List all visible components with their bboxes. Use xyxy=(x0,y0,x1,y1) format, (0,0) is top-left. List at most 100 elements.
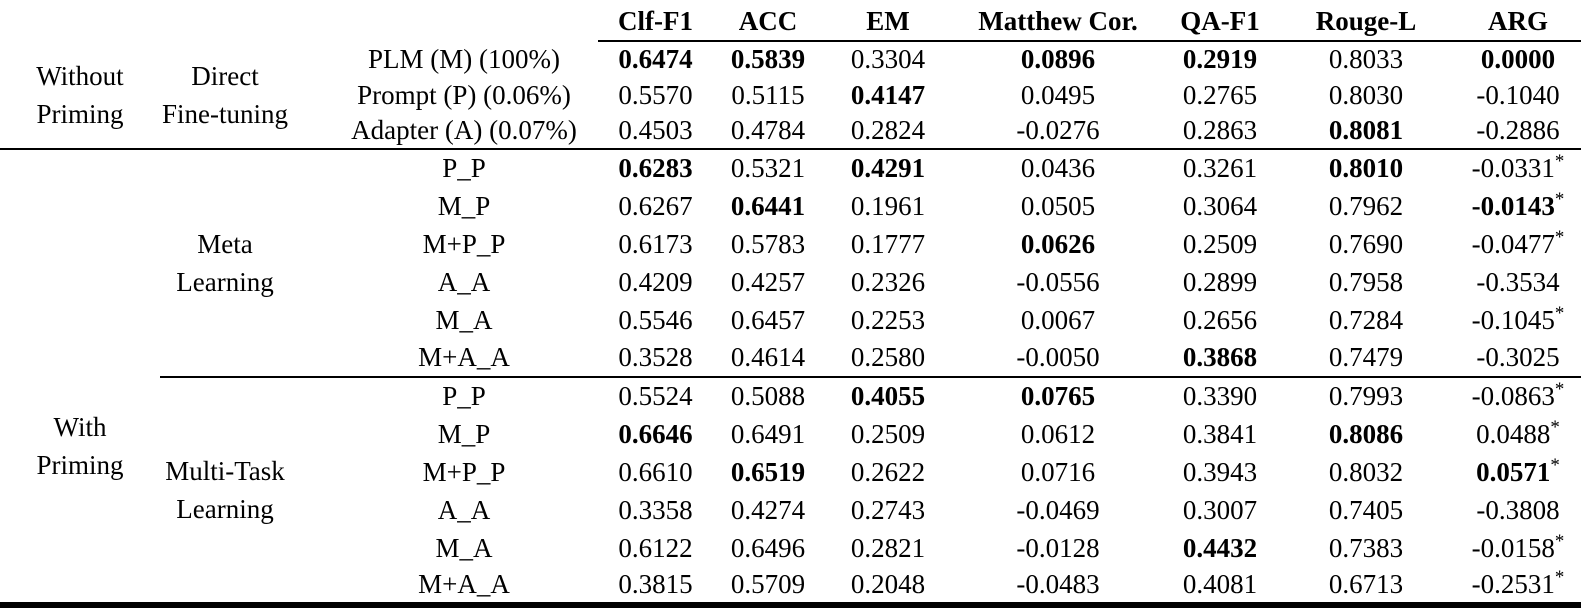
column-header-clf-f1: Clf-F1 xyxy=(598,3,713,42)
group-label-without-priming: Without Priming xyxy=(0,41,160,150)
table-cell: 0.5570 xyxy=(618,79,693,110)
header-row: Clf-F1 ACC EM Matthew Cor. QA-F1 Rouge-L… xyxy=(0,3,1581,42)
table-cell: 0.3304 xyxy=(850,44,926,74)
table-cell: -0.0128 xyxy=(1016,532,1100,563)
table-cell: 0.8033 xyxy=(1328,44,1404,74)
header-spacer xyxy=(160,3,290,41)
table-cell: 0.8086 xyxy=(1328,418,1404,449)
table-cell: 0.4503 xyxy=(598,113,713,150)
column-header-qa-f1: QA-F1 xyxy=(1163,3,1277,42)
table-cell: 0.7958 xyxy=(1328,266,1404,297)
table-cell: 0.3841 xyxy=(1182,418,1258,449)
table-cell: 0.4081 xyxy=(1163,567,1277,608)
table-cell: 0.0896 xyxy=(1020,44,1096,74)
table-cell: -0.2886 xyxy=(1455,113,1581,150)
table-cell: 0.6519 xyxy=(730,456,806,487)
table-cell: 0.0716 xyxy=(1020,456,1096,487)
table-cell: 0.0612 xyxy=(1020,418,1096,449)
table-cell: 0.5546 xyxy=(618,304,693,335)
column-header-rouge-l: Rouge-L xyxy=(1277,3,1455,42)
table-cell: 0.2863 xyxy=(1163,113,1277,150)
table-cell: 0.4147 xyxy=(850,79,926,110)
table-row: M_A 0.6122 0.6496 0.2821 -0.0128 0.4432 … xyxy=(0,529,1581,567)
table-cell: 0.0765 xyxy=(1020,381,1096,411)
table-cell: 0.6457 xyxy=(730,304,806,335)
table-cell: 0.4614 xyxy=(713,339,823,378)
table-cell: 0.2580 xyxy=(823,339,953,378)
table-cell: -0.0483 xyxy=(953,567,1163,608)
table-cell: 0.2824 xyxy=(823,113,953,150)
table-row: A_A 0.3358 0.4274 0.2743 -0.0469 0.3007 … xyxy=(0,491,1581,529)
table-cell: 0.1961 xyxy=(850,190,926,221)
table-cell: 0.0488* xyxy=(1476,416,1560,449)
table-row: With Priming Meta Learning P_P 0.6283 0.… xyxy=(0,149,1581,608)
table-cell: 0.6713 xyxy=(1277,567,1455,608)
table-cell: 0.5088 xyxy=(730,381,806,411)
group-label-with-priming: With Priming xyxy=(0,149,160,608)
method-label-direct-fine-tuning: Direct Fine-tuning xyxy=(160,41,290,150)
table-cell: 0.4209 xyxy=(618,266,693,297)
table-cell: 0.6173 xyxy=(618,228,693,259)
row-label: A_A xyxy=(437,494,491,525)
table-cell: 0.7962 xyxy=(1328,190,1404,221)
significance-star: * xyxy=(1554,302,1565,324)
table-cell: 0.6122 xyxy=(618,532,693,563)
table-cell: 0.3390 xyxy=(1182,381,1258,411)
table-cell: 0.2899 xyxy=(1182,266,1258,297)
table-cell: 0.2048 xyxy=(823,567,953,608)
column-header-arg: ARG xyxy=(1455,3,1581,42)
table-cell: 0.0067 xyxy=(1020,304,1096,335)
row-label: M+P_P xyxy=(422,456,506,487)
table-row: A_A 0.4209 0.4257 0.2326 -0.0556 0.2899 … xyxy=(0,263,1581,301)
table-row: M+A_A 0.3815 0.5709 0.2048 -0.0483 0.408… xyxy=(0,567,1581,608)
table-cell: 0.4257 xyxy=(730,266,806,297)
table-cell: 0.2743 xyxy=(850,494,926,525)
table-cell: 0.6441 xyxy=(730,190,806,221)
table-cell: -0.0331* xyxy=(1471,151,1565,183)
table-cell: 0.3943 xyxy=(1182,456,1258,487)
table-cell: 0.2509 xyxy=(850,418,926,449)
table-cell: 0.5524 xyxy=(618,381,693,411)
significance-star: * xyxy=(1554,151,1565,172)
table-cell: -0.2531* xyxy=(1455,567,1581,608)
table-cell: 0.2765 xyxy=(1182,79,1258,110)
method-label-multi-task-learning: Multi-Task Learning xyxy=(160,377,290,608)
row-label: A_A xyxy=(437,266,491,297)
table-cell: 0.8081 xyxy=(1277,113,1455,150)
row-label: M_P xyxy=(437,418,491,449)
significance-star: * xyxy=(1554,188,1565,210)
table-cell: -0.0469 xyxy=(1016,494,1100,525)
table-cell: 0.3815 xyxy=(598,567,713,608)
table-cell: 0.0436 xyxy=(1020,153,1096,183)
table-cell: 0.3064 xyxy=(1182,190,1258,221)
table-cell: 0.0495 xyxy=(1020,79,1096,110)
table-cell: 0.4274 xyxy=(730,494,806,525)
table-cell: 0.6283 xyxy=(618,153,693,183)
row-label: M_A xyxy=(435,304,493,335)
significance-star: * xyxy=(1550,454,1560,476)
significance-star: * xyxy=(1554,567,1565,588)
significance-star: * xyxy=(1554,530,1565,552)
table-cell: 0.6646 xyxy=(618,418,693,449)
row-label: M+P_P xyxy=(422,228,506,259)
table-cell: -0.0477* xyxy=(1471,226,1565,259)
table-cell: 0.2821 xyxy=(850,532,926,563)
table-cell: 0.4784 xyxy=(713,113,823,150)
row-label: M_P xyxy=(437,190,491,221)
table-cell: 0.5783 xyxy=(730,228,806,259)
table-row: Multi-Task Learning P_P 0.5524 0.5088 0.… xyxy=(0,377,1581,608)
table-cell: -0.3025 xyxy=(1455,339,1581,378)
table-cell: 0.0571* xyxy=(1476,454,1560,487)
table-cell: 0.1777 xyxy=(850,228,926,259)
column-header-em: EM xyxy=(823,3,953,42)
table-cell: 0.5115 xyxy=(731,79,805,110)
row-label: Prompt (P) (0.06%) xyxy=(357,79,571,110)
table-cell: 0.6491 xyxy=(730,418,806,449)
table-cell: -0.0556 xyxy=(1016,266,1100,297)
table-cell: 0.2326 xyxy=(850,266,926,297)
table-cell: 0.2622 xyxy=(850,456,926,487)
table-cell: -0.1040 xyxy=(1476,79,1560,110)
table-cell: -0.3534 xyxy=(1476,266,1560,297)
table-cell: 0.6474 xyxy=(618,44,693,74)
table-cell: 0.5321 xyxy=(730,153,806,183)
